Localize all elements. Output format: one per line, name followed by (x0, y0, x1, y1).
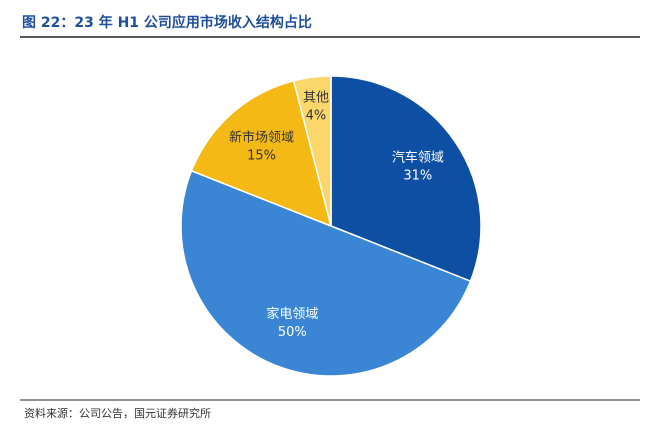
slice-label: 新市场领域 (229, 130, 294, 146)
slice-label: 其他 (303, 90, 329, 105)
slice-value: 50% (278, 325, 307, 340)
slice-value: 4% (306, 108, 327, 123)
pie-slice (180, 169, 472, 378)
slice-value: 31% (403, 168, 432, 183)
slice-label: 家电领域 (266, 306, 318, 322)
slice-value: 15% (247, 149, 276, 164)
source-note: 资料来源：公司公告，国元证券研究所 (24, 406, 211, 420)
slice-label: 汽车领域 (392, 149, 444, 165)
pie-slice (292, 75, 332, 227)
pie: 汽车领域 31% 家电领域 50% 新市场领域 15% 其他 4% (180, 75, 482, 378)
pie-slice (330, 75, 482, 283)
pie-slice (190, 79, 333, 228)
chart-title: 图 22：23 年 H1 公司应用市场收入结构占比 (22, 14, 312, 31)
